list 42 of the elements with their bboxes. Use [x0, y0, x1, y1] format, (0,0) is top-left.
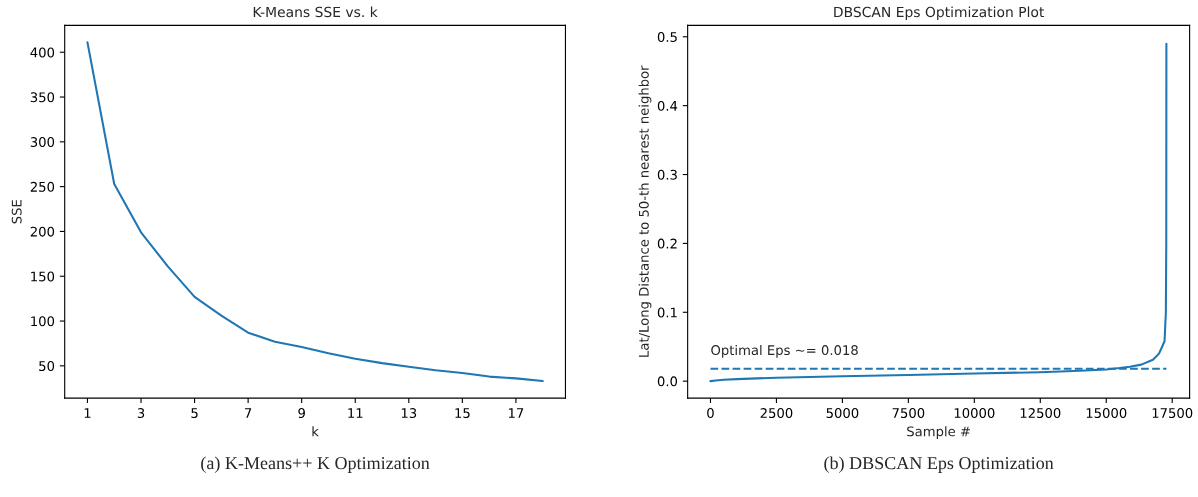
x-tick-label: 15000: [1086, 408, 1127, 419]
x-tick-label: 12500: [1020, 408, 1061, 419]
y-tick-label: 0.2: [657, 238, 677, 249]
x-tick-label: 11: [348, 408, 363, 418]
y-tick-label: 300: [30, 137, 55, 148]
x-axis-title: k: [312, 426, 319, 437]
x-tick-label: 7500: [892, 408, 925, 419]
x-tick-label: 5000: [826, 408, 859, 419]
text: (a) K-Means++ K Optimization: [201, 456, 430, 473]
y-tick-label: 200: [30, 226, 55, 237]
y-tick-label: 0.5: [657, 32, 677, 42]
text: (b) DBSCAN Eps Optimization: [824, 456, 1054, 473]
y-axis-title: SSE: [11, 200, 22, 224]
line-series: [709, 42, 1168, 383]
y-tick-label: 50: [39, 361, 55, 372]
y-tick-label: 0.4: [657, 100, 678, 111]
x-tick-label: 9: [298, 408, 305, 419]
x-tick-label: 7: [245, 408, 252, 418]
x-tick-label: 2500: [760, 408, 793, 419]
y-tick-label: 100: [31, 316, 55, 327]
x-tick-label: 1: [84, 408, 91, 418]
y-tick-label: 400: [30, 47, 55, 58]
x-tick-label: 17: [508, 408, 524, 418]
x-tick-label: 5: [191, 408, 198, 419]
y-tick-label: 350: [30, 92, 55, 103]
y-tick-label: 0.0: [657, 376, 678, 387]
x-tick-label: 0: [707, 408, 714, 419]
chart-title: DBSCAN Eps Optimization Plot: [834, 6, 1045, 20]
x-tick-label: 3: [137, 408, 145, 419]
annotation: Optimal Eps ~= 0.018: [711, 344, 858, 358]
line-series: [86, 41, 544, 383]
y-tick-label: 0.3: [657, 169, 677, 180]
x-axis-title: Sample #: [907, 426, 970, 439]
y-tick-label: 0.1: [657, 307, 677, 318]
chart-title: K-Means SSE vs. k: [253, 6, 378, 18]
x-tick-label: 17500: [1152, 408, 1193, 419]
x-tick-label: 15: [455, 408, 470, 419]
y-tick-label: 150: [31, 271, 55, 282]
y-axis-title: Lat/Long Distance to 50-th nearest neighbor: [638, 65, 652, 357]
x-tick-label: 13: [401, 408, 417, 419]
x-tick-label: 10000: [954, 408, 995, 419]
y-tick-label: 250: [30, 181, 55, 192]
